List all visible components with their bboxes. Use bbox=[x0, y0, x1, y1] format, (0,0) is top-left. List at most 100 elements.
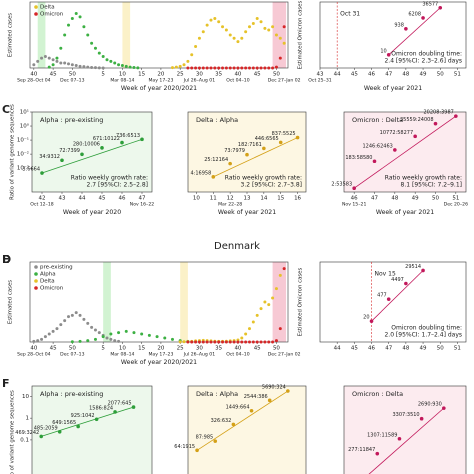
data-point bbox=[372, 159, 377, 164]
data-point bbox=[213, 66, 217, 70]
highlight-band bbox=[122, 2, 131, 68]
data-point bbox=[55, 56, 59, 60]
data-label: 1307:11589 bbox=[367, 432, 397, 438]
x-tick-label: 13 bbox=[244, 196, 251, 202]
data-point bbox=[109, 337, 113, 341]
data-point bbox=[205, 66, 209, 70]
data-point bbox=[131, 405, 136, 409]
data-point bbox=[438, 5, 443, 10]
data-label: 736:6513 bbox=[116, 133, 140, 139]
data-label: 73:7979 bbox=[224, 148, 245, 154]
data-point bbox=[97, 51, 101, 55]
annotation: 2.4 [95%CI: 2.3–2.6] days bbox=[384, 58, 462, 65]
legend-label: Delta bbox=[40, 279, 55, 285]
data-point bbox=[74, 311, 78, 315]
data-point bbox=[454, 114, 458, 118]
x-tick-label: 16 bbox=[294, 196, 301, 202]
data-point bbox=[197, 36, 201, 40]
data-point bbox=[109, 59, 113, 63]
data-point bbox=[86, 33, 90, 37]
x-tick-label: 48 bbox=[402, 72, 409, 78]
data-label: 36577 bbox=[422, 1, 438, 7]
x-tick-label: 47 bbox=[139, 196, 146, 202]
data-point bbox=[282, 41, 286, 45]
data-label: 4497 bbox=[391, 277, 404, 283]
x-tick-label: 35 bbox=[215, 346, 222, 352]
data-point bbox=[170, 66, 174, 70]
data-point bbox=[90, 41, 94, 45]
fit-line bbox=[41, 138, 143, 174]
x-tick-label: 25 bbox=[177, 72, 184, 78]
data-point bbox=[113, 61, 117, 65]
data-point bbox=[124, 64, 128, 68]
data-point bbox=[205, 340, 209, 344]
data-point bbox=[55, 327, 59, 331]
date-label: Dec 07–13 bbox=[60, 78, 84, 84]
x-tick-label: 12 bbox=[227, 196, 234, 202]
data-point bbox=[117, 339, 121, 343]
date-label: Sep 28–Oct 04 bbox=[17, 352, 51, 358]
legend-swatch bbox=[34, 272, 38, 276]
data-point bbox=[245, 152, 249, 157]
date-label: Nov 16–22 bbox=[130, 202, 154, 208]
highlight-band bbox=[272, 2, 287, 68]
data-point bbox=[213, 439, 218, 443]
x-tick-label: 43 bbox=[59, 196, 66, 202]
data-point bbox=[211, 175, 216, 179]
data-point bbox=[267, 28, 271, 32]
highlight-band bbox=[37, 2, 46, 68]
data-label: 3307:3510 bbox=[392, 412, 419, 418]
data-point bbox=[101, 66, 105, 70]
data-point bbox=[267, 303, 271, 307]
data-point bbox=[259, 66, 263, 70]
x-tick-label: 15 bbox=[138, 72, 145, 78]
data-point bbox=[63, 61, 67, 65]
data-point bbox=[82, 317, 86, 321]
date-label: Mar 22–28 bbox=[218, 202, 242, 208]
legend-swatch bbox=[34, 12, 38, 16]
legend-label: Omicron bbox=[40, 286, 64, 292]
x-tick-label: 48 bbox=[402, 346, 409, 352]
data-point bbox=[255, 66, 259, 70]
date-label: May 17–23 bbox=[148, 78, 173, 84]
fit-line bbox=[368, 407, 445, 474]
data-point bbox=[105, 336, 109, 340]
legend-swatch bbox=[34, 5, 38, 9]
data-point bbox=[195, 448, 199, 453]
data-point bbox=[271, 66, 275, 70]
data-label: 29514 bbox=[405, 264, 421, 270]
x-tick-label: 51 bbox=[452, 196, 459, 202]
data-point bbox=[70, 17, 74, 20]
data-label: 469:3242 bbox=[15, 430, 39, 436]
data-point bbox=[82, 25, 86, 29]
data-label: 20 bbox=[363, 315, 369, 321]
data-point bbox=[32, 339, 36, 343]
data-point bbox=[247, 340, 251, 344]
x-tick-label: 45 bbox=[351, 72, 358, 78]
reference-label: Nov 15 bbox=[375, 271, 396, 278]
x-tick-label: 47 bbox=[385, 346, 392, 352]
data-point bbox=[263, 66, 267, 70]
data-label: 25:12164 bbox=[204, 157, 228, 163]
x-tick-label: 46 bbox=[119, 196, 126, 202]
legend-label: Omicron bbox=[40, 12, 64, 18]
data-point bbox=[163, 336, 167, 340]
data-point bbox=[147, 333, 151, 337]
data-point bbox=[117, 63, 121, 67]
data-point bbox=[352, 186, 356, 191]
data-point bbox=[221, 25, 225, 29]
data-point bbox=[136, 66, 140, 70]
data-point bbox=[240, 336, 244, 340]
x-tick-label: 10 bbox=[119, 346, 126, 352]
data-point bbox=[240, 36, 244, 40]
data-label: 72:7399 bbox=[59, 148, 80, 154]
data-point bbox=[236, 40, 240, 44]
x-tick-label: 50 bbox=[432, 196, 439, 202]
data-point bbox=[105, 58, 109, 62]
fit-line bbox=[41, 406, 134, 437]
data-point bbox=[101, 54, 105, 58]
x-axis-label: Week of year 2021 bbox=[218, 209, 276, 216]
data-point bbox=[217, 66, 221, 70]
data-label: 182:7161 bbox=[238, 142, 262, 148]
data-point bbox=[74, 12, 78, 16]
